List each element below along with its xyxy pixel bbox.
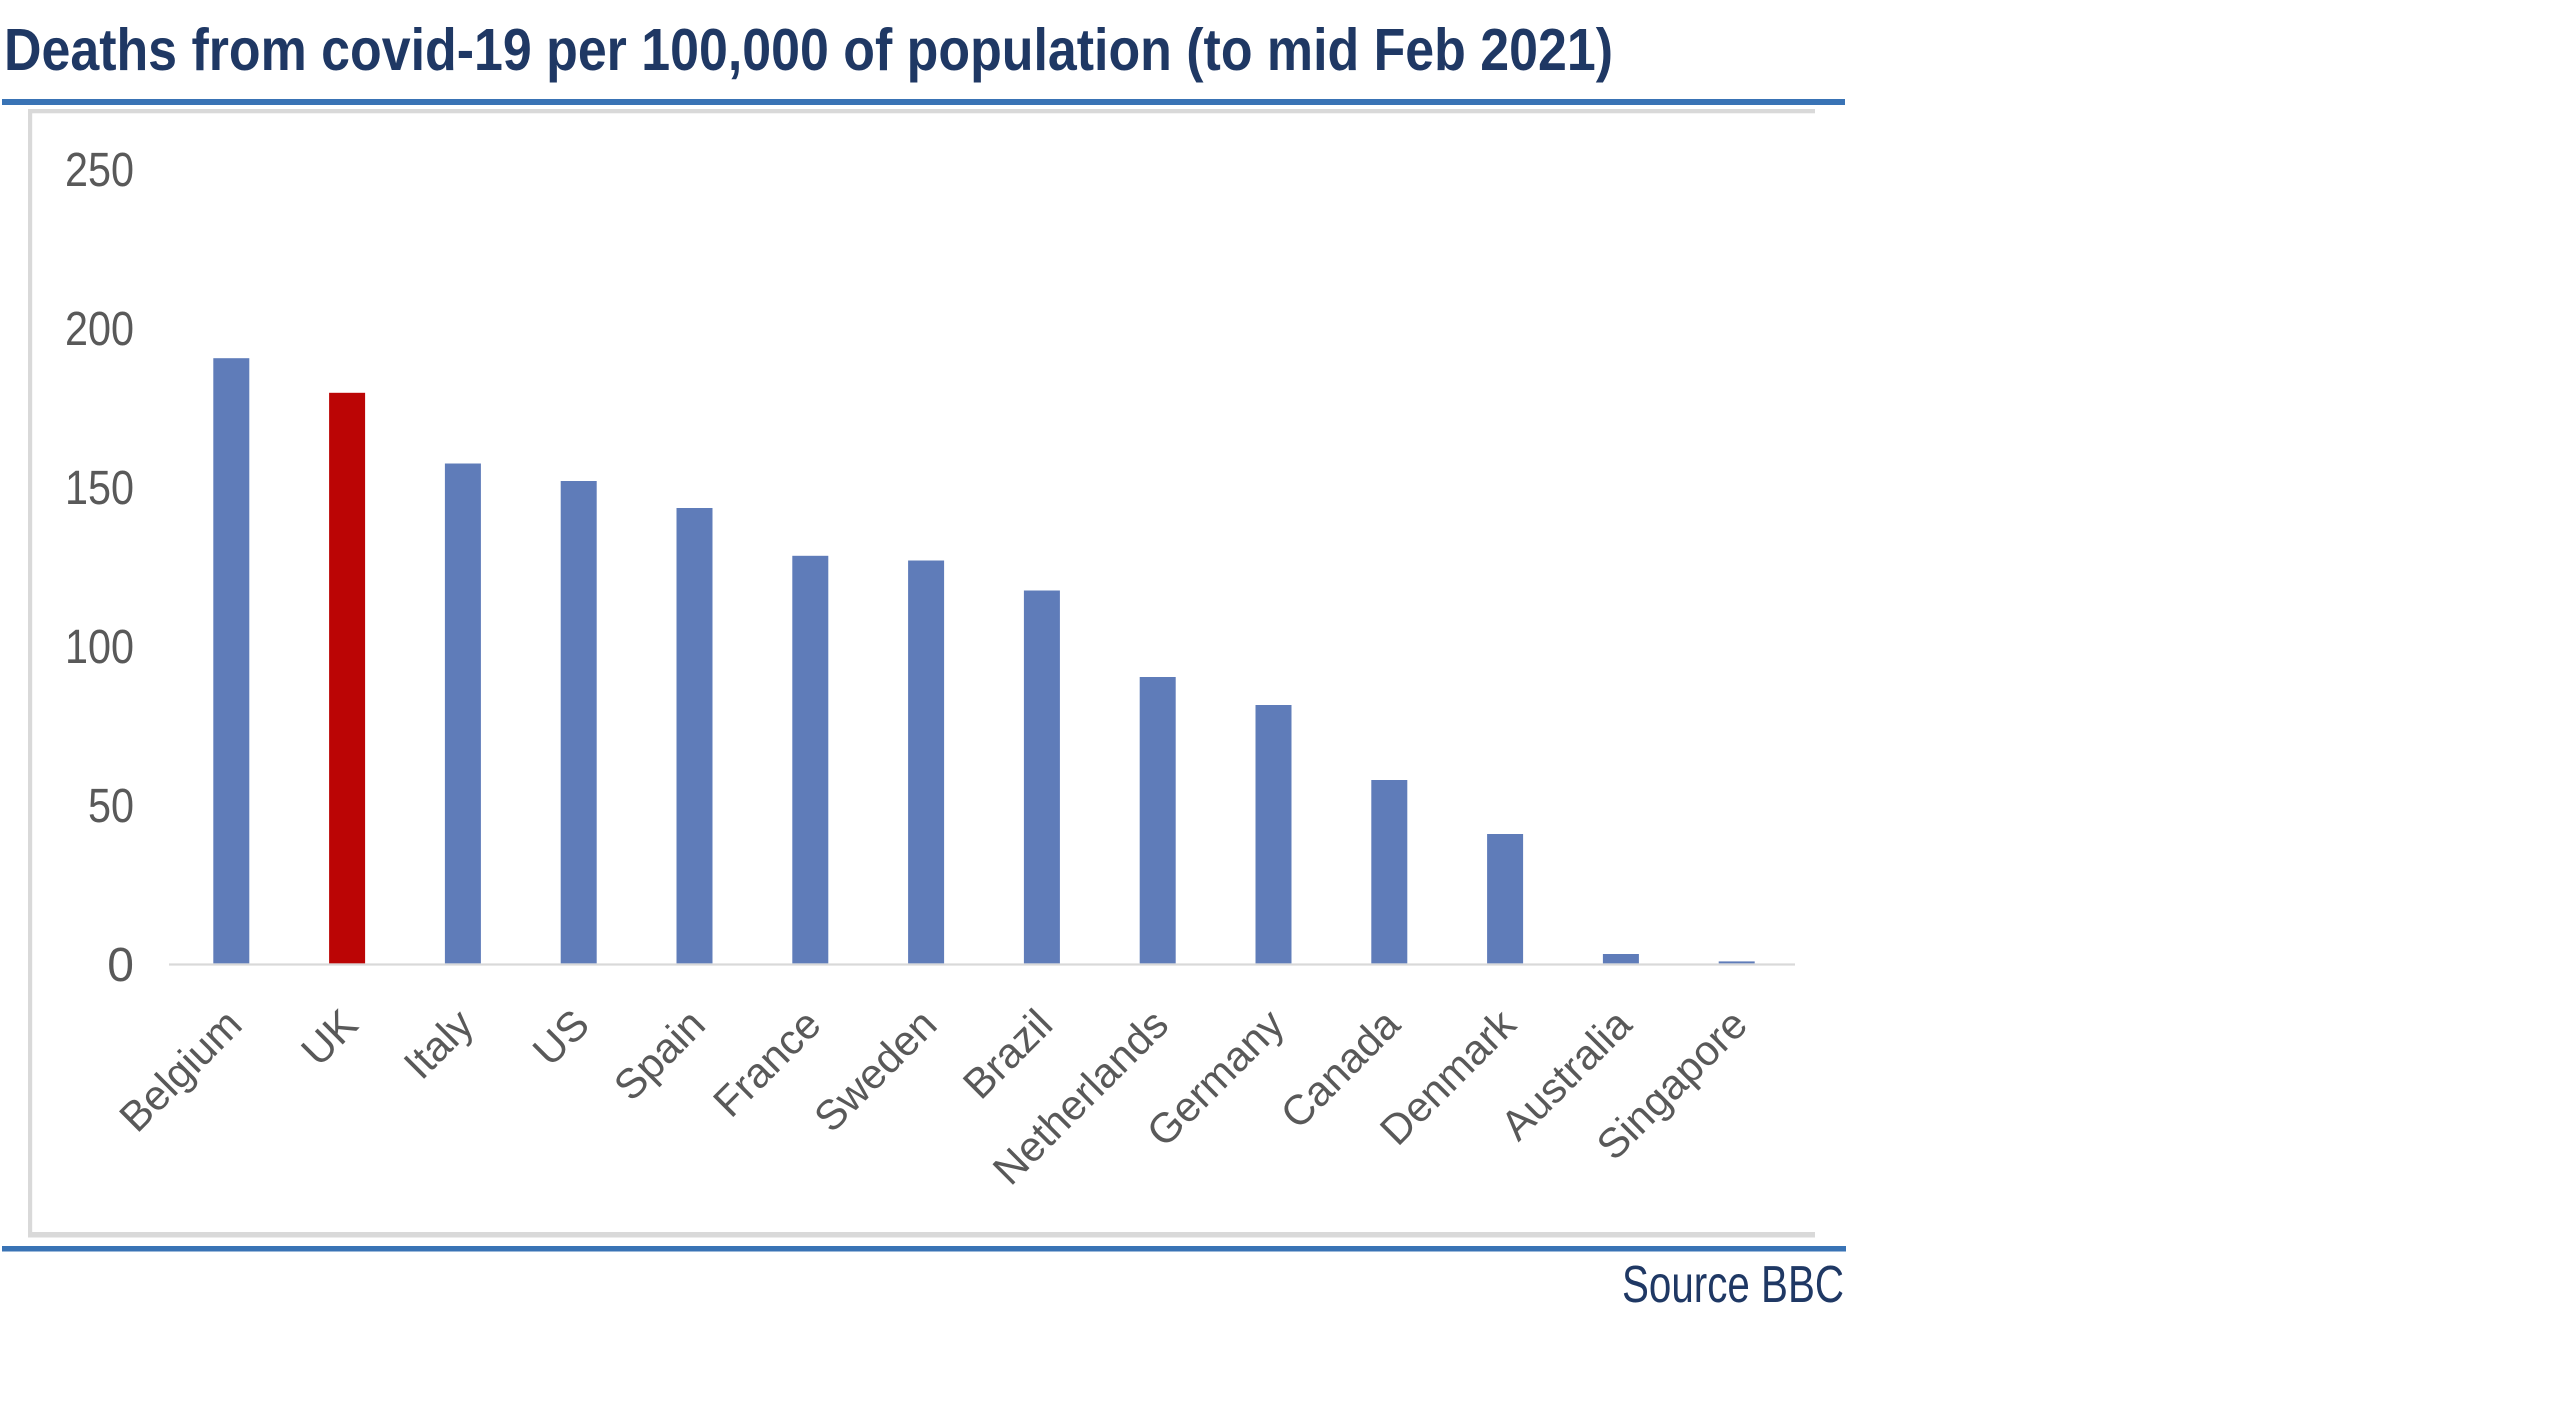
- svg-text:150: 150: [65, 462, 134, 515]
- svg-text:Deaths from covid-19 per 100,0: Deaths from covid-19 per 100,000 of popu…: [4, 17, 1613, 83]
- svg-text:200: 200: [65, 303, 134, 356]
- svg-text:100: 100: [65, 621, 134, 674]
- svg-text:50: 50: [88, 780, 134, 833]
- svg-text:Source BBC: Source BBC: [1622, 1256, 1844, 1314]
- svg-text:0: 0: [107, 939, 134, 992]
- svg-text:250: 250: [65, 144, 134, 197]
